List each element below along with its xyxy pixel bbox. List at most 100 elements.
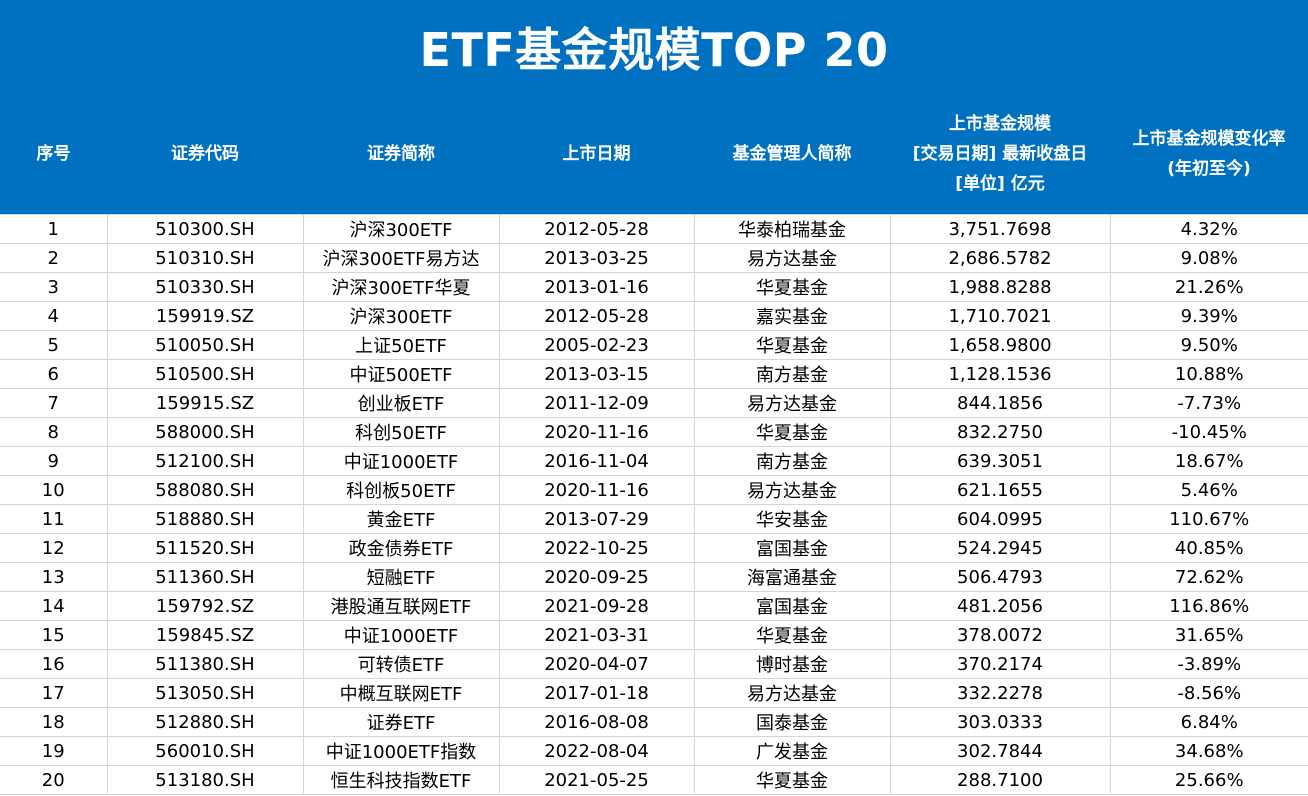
cell-change[interactable]: 5.46% (1109, 475, 1308, 505)
cell-name[interactable]: 科创50ETF (302, 417, 500, 447)
cell-manager[interactable]: 易方达基金 (693, 388, 891, 418)
cell-code[interactable]: 588000.SH (106, 417, 304, 447)
cell-name[interactable]: 沪深300ETF华夏 (302, 272, 500, 302)
cell-name[interactable]: 政金债券ETF (302, 533, 500, 563)
cell-change[interactable]: 10.88% (1109, 359, 1308, 389)
cell-manager[interactable]: 华泰柏瑞基金 (693, 214, 891, 244)
cell-listing-date[interactable]: 2011-12-09 (498, 388, 695, 418)
cell-manager[interactable]: 海富通基金 (693, 562, 891, 592)
cell-index[interactable]: 15 (0, 620, 108, 650)
cell-name[interactable]: 恒生科技指数ETF (302, 765, 500, 795)
cell-change[interactable]: 4.32% (1109, 214, 1308, 244)
cell-index[interactable]: 1 (0, 214, 108, 244)
cell-change[interactable]: -7.73% (1109, 388, 1308, 418)
cell-manager[interactable]: 富国基金 (693, 591, 891, 621)
cell-code[interactable]: 511380.SH (106, 649, 304, 679)
cell-manager[interactable]: 国泰基金 (693, 707, 891, 737)
cell-index[interactable]: 3 (0, 272, 108, 302)
cell-code[interactable]: 510050.SH (106, 330, 304, 360)
cell-change[interactable]: 9.50% (1109, 330, 1308, 360)
cell-name[interactable]: 证券ETF (302, 707, 500, 737)
cell-change[interactable]: -8.56% (1109, 678, 1308, 708)
cell-index[interactable]: 4 (0, 301, 108, 331)
cell-index[interactable]: 9 (0, 446, 108, 476)
cell-name[interactable]: 科创板50ETF (302, 475, 500, 505)
cell-listing-date[interactable]: 2022-10-25 (498, 533, 695, 563)
cell-index[interactable]: 14 (0, 591, 108, 621)
cell-listing-date[interactable]: 2013-03-15 (498, 359, 695, 389)
cell-size[interactable]: 288.7100 (889, 765, 1111, 795)
cell-size[interactable]: 524.2945 (889, 533, 1111, 563)
cell-code[interactable]: 511520.SH (106, 533, 304, 563)
cell-name[interactable]: 创业板ETF (302, 388, 500, 418)
cell-manager[interactable]: 华夏基金 (693, 620, 891, 650)
cell-listing-date[interactable]: 2020-11-16 (498, 475, 695, 505)
cell-listing-date[interactable]: 2020-04-07 (498, 649, 695, 679)
cell-code[interactable]: 513180.SH (106, 765, 304, 795)
cell-listing-date[interactable]: 2012-05-28 (498, 214, 695, 244)
cell-name[interactable]: 上证50ETF (302, 330, 500, 360)
cell-index[interactable]: 12 (0, 533, 108, 563)
cell-name[interactable]: 中证1000ETF (302, 620, 500, 650)
cell-change[interactable]: 9.39% (1109, 301, 1308, 331)
cell-name[interactable]: 中证1000ETF (302, 446, 500, 476)
cell-index[interactable]: 8 (0, 417, 108, 447)
cell-code[interactable]: 588080.SH (106, 475, 304, 505)
cell-listing-date[interactable]: 2016-11-04 (498, 446, 695, 476)
cell-change[interactable]: 6.84% (1109, 707, 1308, 737)
cell-change[interactable]: 9.08% (1109, 243, 1308, 273)
cell-index[interactable]: 20 (0, 765, 108, 795)
cell-listing-date[interactable]: 2017-01-18 (498, 678, 695, 708)
cell-index[interactable]: 10 (0, 475, 108, 505)
cell-listing-date[interactable]: 2013-01-16 (498, 272, 695, 302)
cell-change[interactable]: -3.89% (1109, 649, 1308, 679)
cell-size[interactable]: 1,710.7021 (889, 301, 1111, 331)
cell-manager[interactable]: 华夏基金 (693, 272, 891, 302)
cell-size[interactable]: 844.1856 (889, 388, 1111, 418)
cell-listing-date[interactable]: 2020-09-25 (498, 562, 695, 592)
cell-size[interactable]: 332.2278 (889, 678, 1111, 708)
cell-index[interactable]: 6 (0, 359, 108, 389)
cell-index[interactable]: 2 (0, 243, 108, 273)
cell-size[interactable]: 481.2056 (889, 591, 1111, 621)
cell-name[interactable]: 中概互联网ETF (302, 678, 500, 708)
cell-change[interactable]: 110.67% (1109, 504, 1308, 534)
cell-name[interactable]: 沪深300ETF (302, 214, 500, 244)
cell-size[interactable]: 2,686.5782 (889, 243, 1111, 273)
cell-size[interactable]: 3,751.7698 (889, 214, 1111, 244)
cell-size[interactable]: 302.7844 (889, 736, 1111, 766)
cell-code[interactable]: 560010.SH (106, 736, 304, 766)
cell-size[interactable]: 1,988.8288 (889, 272, 1111, 302)
cell-change[interactable]: 40.85% (1109, 533, 1308, 563)
cell-code[interactable]: 159915.SZ (106, 388, 304, 418)
cell-change[interactable]: 31.65% (1109, 620, 1308, 650)
cell-index[interactable]: 7 (0, 388, 108, 418)
cell-change[interactable]: 18.67% (1109, 446, 1308, 476)
cell-index[interactable]: 11 (0, 504, 108, 534)
cell-manager[interactable]: 华夏基金 (693, 330, 891, 360)
cell-listing-date[interactable]: 2016-08-08 (498, 707, 695, 737)
cell-index[interactable]: 5 (0, 330, 108, 360)
cell-size[interactable]: 604.0995 (889, 504, 1111, 534)
cell-manager[interactable]: 易方达基金 (693, 678, 891, 708)
cell-listing-date[interactable]: 2021-05-25 (498, 765, 695, 795)
cell-manager[interactable]: 华夏基金 (693, 765, 891, 795)
cell-change[interactable]: 116.86% (1109, 591, 1308, 621)
cell-manager[interactable]: 易方达基金 (693, 243, 891, 273)
cell-index[interactable]: 16 (0, 649, 108, 679)
cell-name[interactable]: 港股通互联网ETF (302, 591, 500, 621)
cell-manager[interactable]: 易方达基金 (693, 475, 891, 505)
cell-code[interactable]: 518880.SH (106, 504, 304, 534)
cell-index[interactable]: 18 (0, 707, 108, 737)
cell-manager[interactable]: 博时基金 (693, 649, 891, 679)
cell-listing-date[interactable]: 2013-03-25 (498, 243, 695, 273)
cell-size[interactable]: 1,658.9800 (889, 330, 1111, 360)
cell-code[interactable]: 512880.SH (106, 707, 304, 737)
cell-name[interactable]: 黄金ETF (302, 504, 500, 534)
cell-name[interactable]: 中证1000ETF指数 (302, 736, 500, 766)
cell-size[interactable]: 832.2750 (889, 417, 1111, 447)
cell-size[interactable]: 621.1655 (889, 475, 1111, 505)
cell-code[interactable]: 511360.SH (106, 562, 304, 592)
cell-code[interactable]: 513050.SH (106, 678, 304, 708)
cell-manager[interactable]: 广发基金 (693, 736, 891, 766)
